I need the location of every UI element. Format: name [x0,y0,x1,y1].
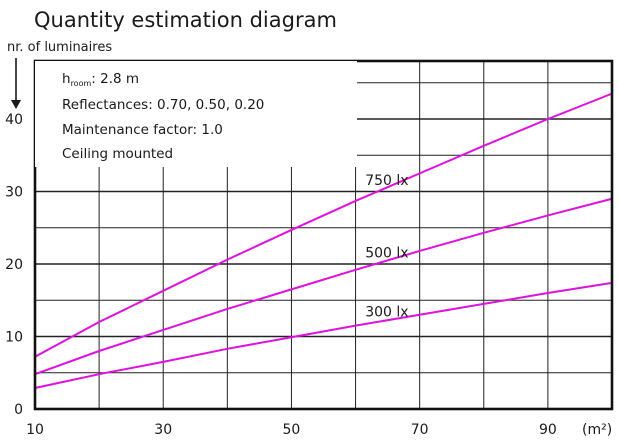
x-tick-label: 30 [154,422,172,438]
y-tick-label: 10 [5,330,23,346]
y-tick-label: 40 [5,112,23,128]
x-tick-label: 50 [283,422,301,438]
y-axis-arrow-icon [11,58,21,109]
y-tick-label: 20 [5,257,23,273]
x-tick-label: 70 [411,422,429,438]
room-height-subscript: room [71,79,92,88]
x-axis-unit: (m²) [582,422,612,438]
series-label-300-lx: 300 lx [365,304,408,320]
y-tick-label: 0 [14,402,23,418]
y-axis-label: nr. of luminaires [7,40,112,55]
series-line-750-lx [34,92,613,358]
y-tick-label: 30 [5,185,23,201]
reflectances-note: Reflectances: 0.70, 0.50, 0.20 [62,97,264,113]
series-line-500-lx [34,197,613,376]
mounting-note: Ceiling mounted [62,146,173,162]
room-height-symbol: h [62,71,71,87]
x-tick-label: 10 [26,422,44,438]
series-label-500-lx: 500 lx [365,245,408,261]
info-box-background [35,61,357,167]
curve-labels: 750 lx 500 lx 300 lx [365,173,408,320]
room-height-value: : 2.8 m [91,71,139,87]
series-line-300-lx [34,281,613,389]
info-box: hroom: 2.8 m Reflectances: 0.70, 0.50, 0… [35,61,357,167]
series-label-750-lx: 750 lx [365,173,408,189]
chart-title: Quantity estimation diagram [34,8,337,32]
room-height-note: hroom: 2.8 m [62,71,139,88]
curves [34,92,613,389]
maintenance-factor-note: Maintenance factor: 1.0 [62,122,223,138]
x-tick-label: 90 [539,422,557,438]
